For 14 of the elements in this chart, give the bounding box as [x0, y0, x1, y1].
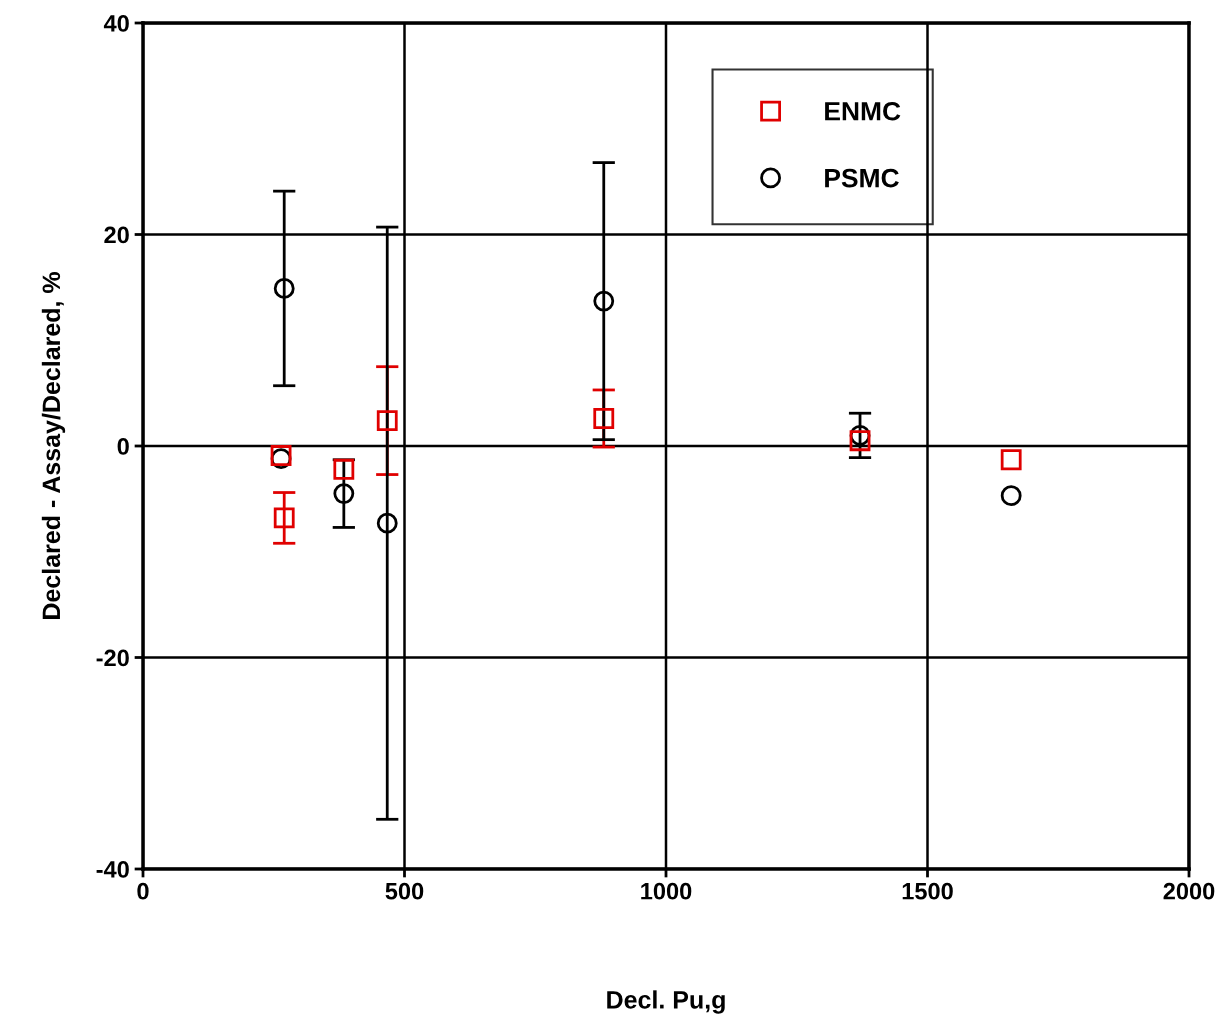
x-tick-label: 500: [385, 882, 424, 900]
legend-label: PSMC: [825, 168, 899, 188]
legend-label: ENMC: [825, 101, 901, 121]
y-tick-label: -20: [96, 649, 129, 667]
y-tick-label: 20: [104, 226, 129, 244]
x-tick-label: 1500: [902, 882, 953, 900]
y-tick-label: 0: [117, 438, 129, 455]
x-axis-title: Decl. Pu,g: [607, 990, 725, 1014]
x-tick-label: 1000: [641, 882, 692, 900]
y-tick-label: 40: [103, 15, 129, 32]
x-tick-label: 0: [137, 882, 149, 900]
y-tick-label: -40: [96, 861, 129, 878]
y-axis-title: Declared - Assay/Declared, %: [41, 272, 66, 619]
x-tick-label: 2000: [1163, 882, 1215, 900]
